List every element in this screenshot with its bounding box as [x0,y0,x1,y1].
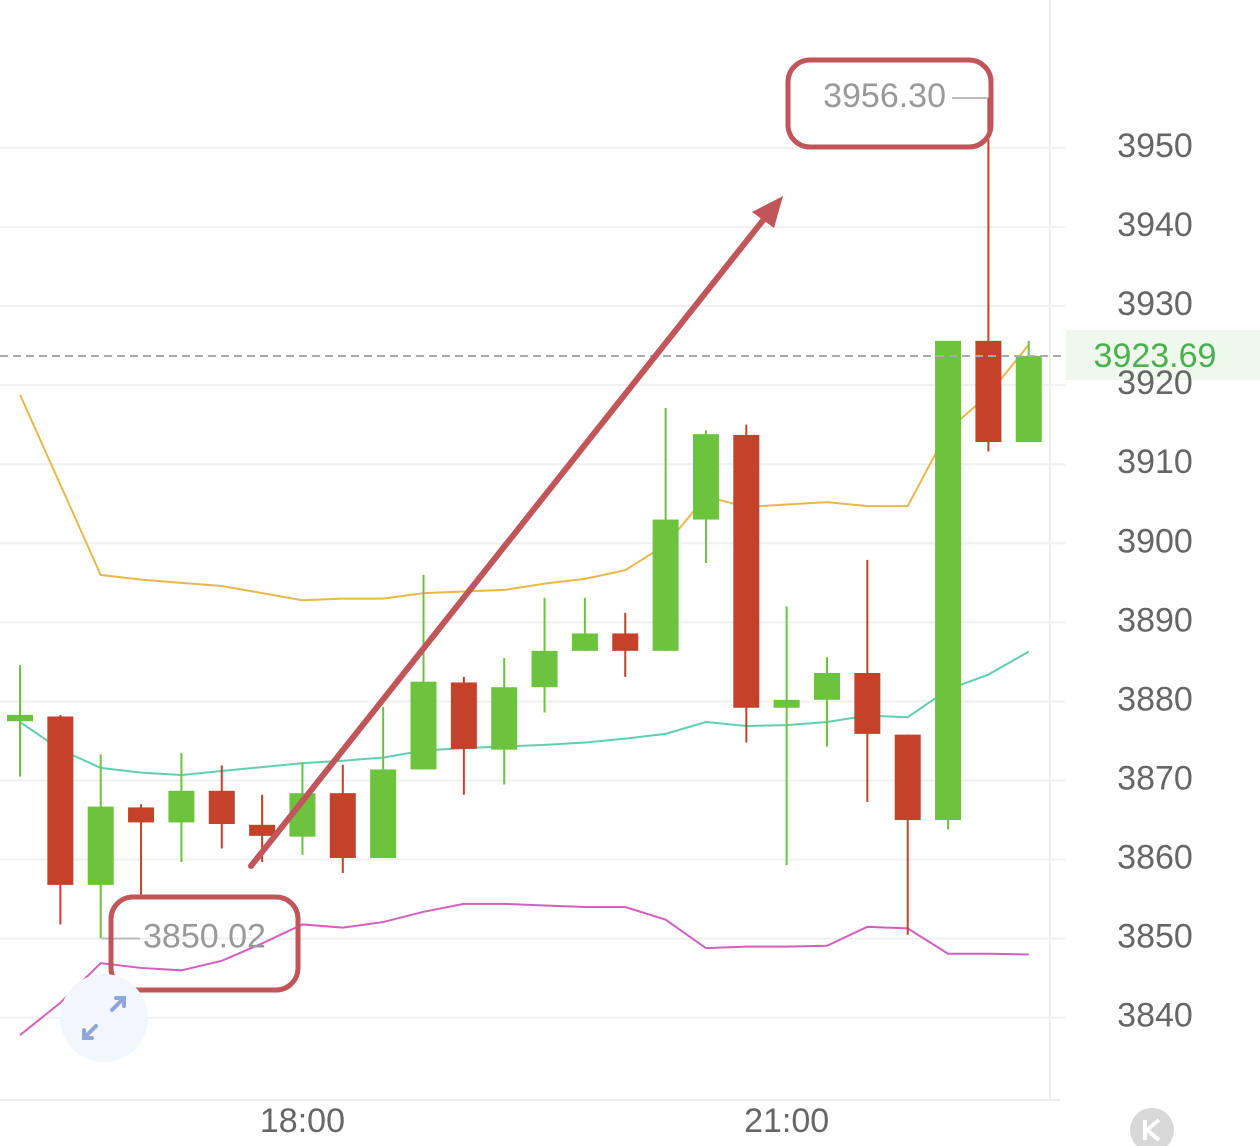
candle-body [773,699,800,708]
candle-body [87,806,114,885]
candle-body [329,793,356,859]
candle-body [854,672,881,734]
indicator-line [19,902,1029,1036]
y-tick-label: 3860 [1117,839,1193,877]
expand-icon [82,996,126,1040]
y-tick-label: 3850 [1117,918,1193,956]
indicator-line [19,344,1030,602]
expand-button[interactable] [60,974,148,1062]
low-annotation: 3850.02 [143,918,266,956]
y-tick-label: 3880 [1117,680,1193,718]
candle-body [7,714,33,722]
k-icon [1143,1118,1161,1142]
labels: 3840 3850 3860 3870 3880 3890 3900 3910 3920 3930… [0,77,1216,1140]
y-tick-label: 3930 [1117,285,1193,323]
candle-body [571,633,598,651]
candle-body [450,682,477,749]
candle-body [1015,355,1042,443]
candle-body [531,650,558,688]
y-tick-label: 3900 [1117,522,1193,560]
candle-body [168,790,195,823]
arrow-head [752,196,783,228]
trend-arrow [248,211,771,869]
x-tick-label: 18:00 [260,1102,345,1140]
candle-body [692,434,719,520]
y-tick-label: 3890 [1117,601,1193,639]
grid [0,146,1065,1019]
candle-body [652,519,679,651]
candles [7,98,1042,939]
candle-body [894,734,921,821]
candle-body [370,769,397,859]
candle-body [249,824,276,836]
candle-body [612,633,639,651]
price-tag-bg [1066,330,1260,380]
candle-body [410,681,437,770]
y-tick-label: 3840 [1117,997,1193,1035]
highlight-box [785,57,994,150]
candle-body [975,340,1002,443]
y-tick-label: 3920 [1117,364,1193,402]
candle-body [814,672,840,700]
candle-body [47,716,74,885]
candle-body [491,687,518,750]
x-tick-label: 21:00 [744,1102,829,1140]
high-annotation: 3956.30 [823,77,946,115]
last-price-label: 3923.69 [1094,337,1217,375]
candle-body [128,807,155,823]
y-tick-label: 3910 [1117,443,1193,481]
y-tick-label: 3940 [1117,206,1193,244]
y-tick-label: 3870 [1117,760,1193,798]
candle-body [208,790,235,825]
candle-body [733,434,760,708]
highlight-box [108,894,301,993]
candle-body [935,340,962,821]
y-tick-label: 3950 [1117,127,1193,165]
